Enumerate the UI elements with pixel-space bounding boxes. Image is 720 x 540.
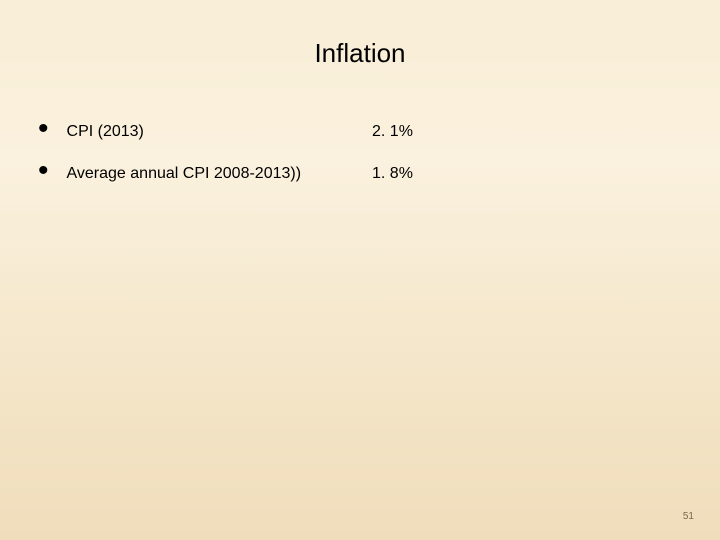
list-item: • CPI (2013) 2. 1% [38, 117, 720, 147]
list-item: • Average annual CPI 2008-2013)) 1. 8% [38, 159, 720, 189]
bullet-icon: • [38, 156, 49, 186]
item-value: 1. 8% [372, 165, 413, 183]
slide-content: • CPI (2013) 2. 1% • Average annual CPI … [0, 69, 720, 189]
item-value: 2. 1% [372, 123, 413, 141]
item-label: Average annual CPI 2008-2013)) [67, 165, 302, 183]
page-number: 51 [683, 511, 694, 522]
bullet-icon: • [38, 114, 49, 144]
slide-title: Inflation [0, 0, 720, 69]
item-label: CPI (2013) [67, 123, 144, 141]
slide-container: Inflation • CPI (2013) 2. 1% • Average a… [0, 0, 720, 540]
